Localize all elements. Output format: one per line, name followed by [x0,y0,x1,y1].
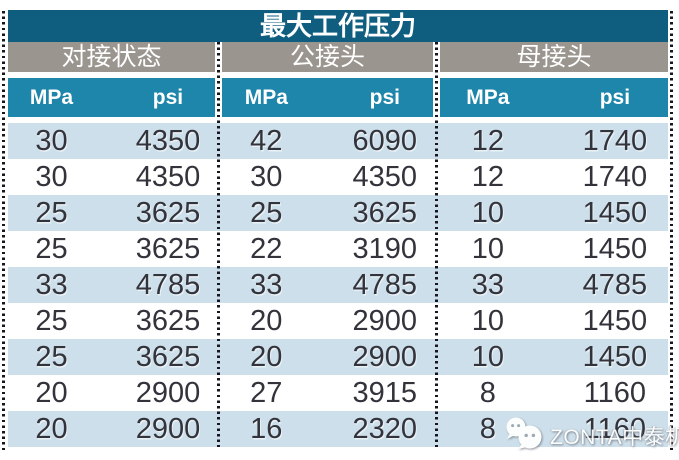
cell: 4785 [352,269,418,301]
dotted-border-left [2,11,5,450]
cell: 22 [250,233,283,265]
cell: 3915 [352,377,418,409]
cell: 33 [250,269,283,301]
cell: 2900 [135,413,201,445]
unit-header-butted-mpa: MPa [29,86,74,109]
cell: 2900 [135,377,201,409]
table-row: 25 3625 20 2900 10 1450 [8,303,668,339]
cell: 30 [35,161,68,193]
group-header-butted: 对接状态 [8,42,215,72]
cell: 25 [35,233,68,265]
cell: 33 [471,269,504,301]
cell: 4350 [352,161,418,193]
cell: 3625 [352,197,418,229]
dotted-border-right [670,11,673,450]
cell: 8 [479,377,496,409]
cell: 1740 [582,125,648,157]
cell: 1160 [583,377,647,409]
table-row: 25 3625 22 3190 10 1450 [8,231,668,267]
cell: 3190 [352,233,418,265]
cell: 1450 [582,305,648,337]
unit-header-row: MPa psi MPa psi MPa psi [8,78,668,117]
watermark-text: ZONTA中泰机电 [550,426,679,449]
cell: 8 [479,413,496,445]
table-title: 最大工作压力 [8,10,668,42]
cell: 25 [35,197,68,229]
cell: 3625 [135,341,201,373]
cell: 20 [250,341,283,373]
unit-header-female-mpa: MPa [466,86,510,109]
group-header-row: 对接状态 公接头 母接头 [8,42,668,72]
table-row: 33 4785 33 4785 33 4785 [8,267,668,303]
table-row: 30 4350 30 4350 12 1740 [8,159,668,195]
cell: 6090 [352,125,418,157]
cell: 20 [35,413,68,445]
cell: 4785 [582,269,648,301]
cell: 4350 [135,161,201,193]
cell: 30 [250,161,283,193]
cell: 42 [250,125,283,157]
unit-header-male-psi: psi [369,86,400,109]
cell: 12 [471,161,504,193]
cell: 10 [471,233,504,265]
cell: 30 [35,125,68,157]
group-header-female: 母接头 [440,42,668,72]
cell: 27 [250,377,283,409]
table-row: 30 4350 42 6090 12 1740 [8,123,668,159]
cell: 2900 [352,341,418,373]
cell: 1450 [582,197,648,229]
cell: 3625 [135,233,201,265]
cell: 3625 [135,305,201,337]
cell: 4785 [135,269,201,301]
cell: 3625 [135,197,201,229]
cell: 10 [471,341,504,373]
cell: 20 [35,377,68,409]
unit-header-male-mpa: MPa [244,86,288,109]
cell: 1740 [582,161,648,193]
table-row: 20 2900 27 3915 8 1160 [8,375,668,411]
cell: 16 [250,413,283,445]
cell: 33 [35,269,68,301]
cell: 1160 [583,413,647,445]
cell: 4350 [135,125,201,157]
table-row: 25 3625 20 2900 10 1450 [8,339,668,375]
dotted-separator-2 [435,42,438,447]
cell: 2320 [352,413,418,445]
unit-header-female-psi: psi [599,86,631,109]
max-working-pressure-table: 最大工作压力 对接状态 公接头 母接头 MPa psi MPa psi MPa … [8,10,668,447]
wechat-icon [504,416,550,456]
cell: 10 [471,305,504,337]
table-row: 25 3625 25 3625 10 1450 [8,195,668,231]
table-row: 20 2900 16 2320 8 1160 [8,411,668,447]
cell: 10 [471,197,504,229]
group-header-male: 公接头 [222,42,433,72]
cell: 1450 [582,341,648,373]
cell: 25 [35,341,68,373]
cell: 2900 [352,305,418,337]
cell: 25 [250,197,283,229]
watermark: ZONTA中泰机电 [504,417,679,455]
cell: 20 [250,305,283,337]
cell: 25 [35,305,68,337]
cell: 1450 [582,233,648,265]
cell: 12 [471,125,504,157]
dotted-separator-1 [217,42,220,447]
unit-header-butted-psi: psi [152,86,184,109]
